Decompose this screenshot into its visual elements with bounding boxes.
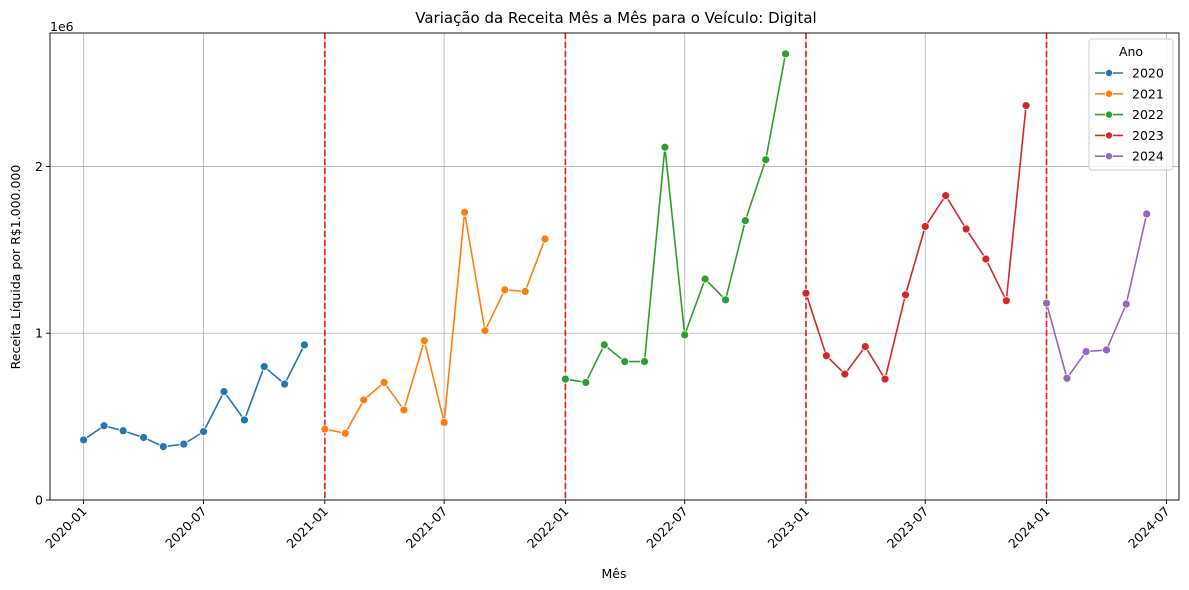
data-point-2022 [620,357,630,366]
data-point-2022 [680,330,690,340]
legend-label-2020: 2020 [1132,66,1164,81]
data-point-2023 [981,254,991,264]
x-tick-label: 2020-07 [162,504,210,552]
data-point-2024 [1121,299,1131,309]
x-tick-label: 2024-01 [1005,504,1053,552]
x-tick-label: 2022-01 [524,504,572,552]
data-point-2022 [700,274,710,284]
y-scale-note: 1e6 [50,19,74,34]
x-axis-label: Mês [602,566,627,581]
data-point-2023 [880,374,890,384]
data-point-2021 [419,336,429,346]
legend-label-2023: 2023 [1132,128,1164,143]
data-point-2023 [901,290,910,300]
plot-frame [49,32,1180,501]
legend: Ano 2020 2021 2022 2023 2024 [1088,38,1174,171]
data-point-2021 [520,287,530,296]
data-point-2023 [961,224,971,234]
legend-title: Ano [1119,44,1143,59]
data-point-2020 [300,340,309,350]
data-point-2021 [399,405,409,415]
legend-marker-2020 [1105,69,1114,78]
data-point-2020 [158,442,168,452]
x-tick-label: 2020-01 [42,504,90,552]
data-point-2024 [1081,347,1091,356]
data-point-2021 [500,285,510,295]
data-point-2023 [1021,101,1031,110]
series-line-2023 [805,105,1027,382]
data-point-2020 [118,426,128,436]
y-axis-label: Receita Líquida por R$1.000.000 [8,165,23,370]
data-point-2022 [560,374,570,384]
data-point-2023 [920,222,930,231]
x-tick-label: 2021-01 [283,504,331,552]
data-point-2024 [1102,345,1111,355]
data-point-2020 [99,421,109,431]
data-point-2021 [379,378,389,387]
data-point-2022 [740,216,750,226]
legend-label-2024: 2024 [1132,149,1164,164]
legend-marker-2024 [1105,152,1114,161]
data-point-2023 [840,369,850,379]
data-point-2020 [219,387,229,396]
data-point-2020 [79,435,89,445]
x-tick-label: 2023-01 [765,504,813,552]
data-point-2021 [540,234,550,244]
data-point-2021 [480,326,490,336]
data-point-2023 [801,288,811,298]
y-tick-label: 0 [35,493,43,508]
data-point-2020 [259,362,269,371]
data-point-2021 [320,424,330,434]
data-point-2023 [860,342,870,351]
y-tick-label: 2 [35,159,43,174]
data-point-2021 [340,428,350,438]
data-point-2024 [1042,298,1051,308]
x-tick-label: 2024-07 [1125,504,1173,552]
series-line-2021 [324,212,546,435]
data-point-2024 [1142,209,1152,219]
data-point-2023 [1001,296,1011,306]
x-tick-label: 2023-07 [884,504,932,552]
legend-marker-2022 [1105,110,1114,119]
series-line-2020 [83,344,306,448]
data-point-2023 [941,191,951,201]
x-tick-label: 2021-07 [403,504,451,552]
x-tick-label: 2022-07 [643,504,691,552]
legend-label-2021: 2021 [1132,86,1164,101]
data-point-2024 [1062,373,1072,383]
data-point-2020 [179,439,189,449]
data-point-2021 [359,395,369,405]
chart-title: Variação da Receita Mês a Mês para o Veí… [415,9,816,27]
data-point-2022 [581,378,591,387]
year-separators [324,33,1048,500]
data-point-2021 [439,418,449,427]
data-point-2022 [721,295,730,305]
series-line-2024 [1045,213,1148,381]
legend-marker-2021 [1105,89,1114,98]
data-point-2022 [781,49,790,59]
data-point-2022 [640,357,649,366]
legend-label-2022: 2022 [1132,107,1164,122]
data-point-2020 [199,427,208,437]
data-point-2020 [139,433,148,442]
data-point-2020 [280,379,290,389]
data-point-2021 [460,207,469,217]
legend-marker-2023 [1105,131,1114,140]
data-point-2022 [761,155,771,165]
data-point-2022 [660,142,670,152]
y-tick-label: 1 [35,326,43,341]
data-point-2022 [599,340,609,350]
data-point-2023 [821,351,831,361]
series-line-2022 [565,53,787,384]
data-point-2020 [240,415,249,425]
series-lines [79,49,1152,452]
